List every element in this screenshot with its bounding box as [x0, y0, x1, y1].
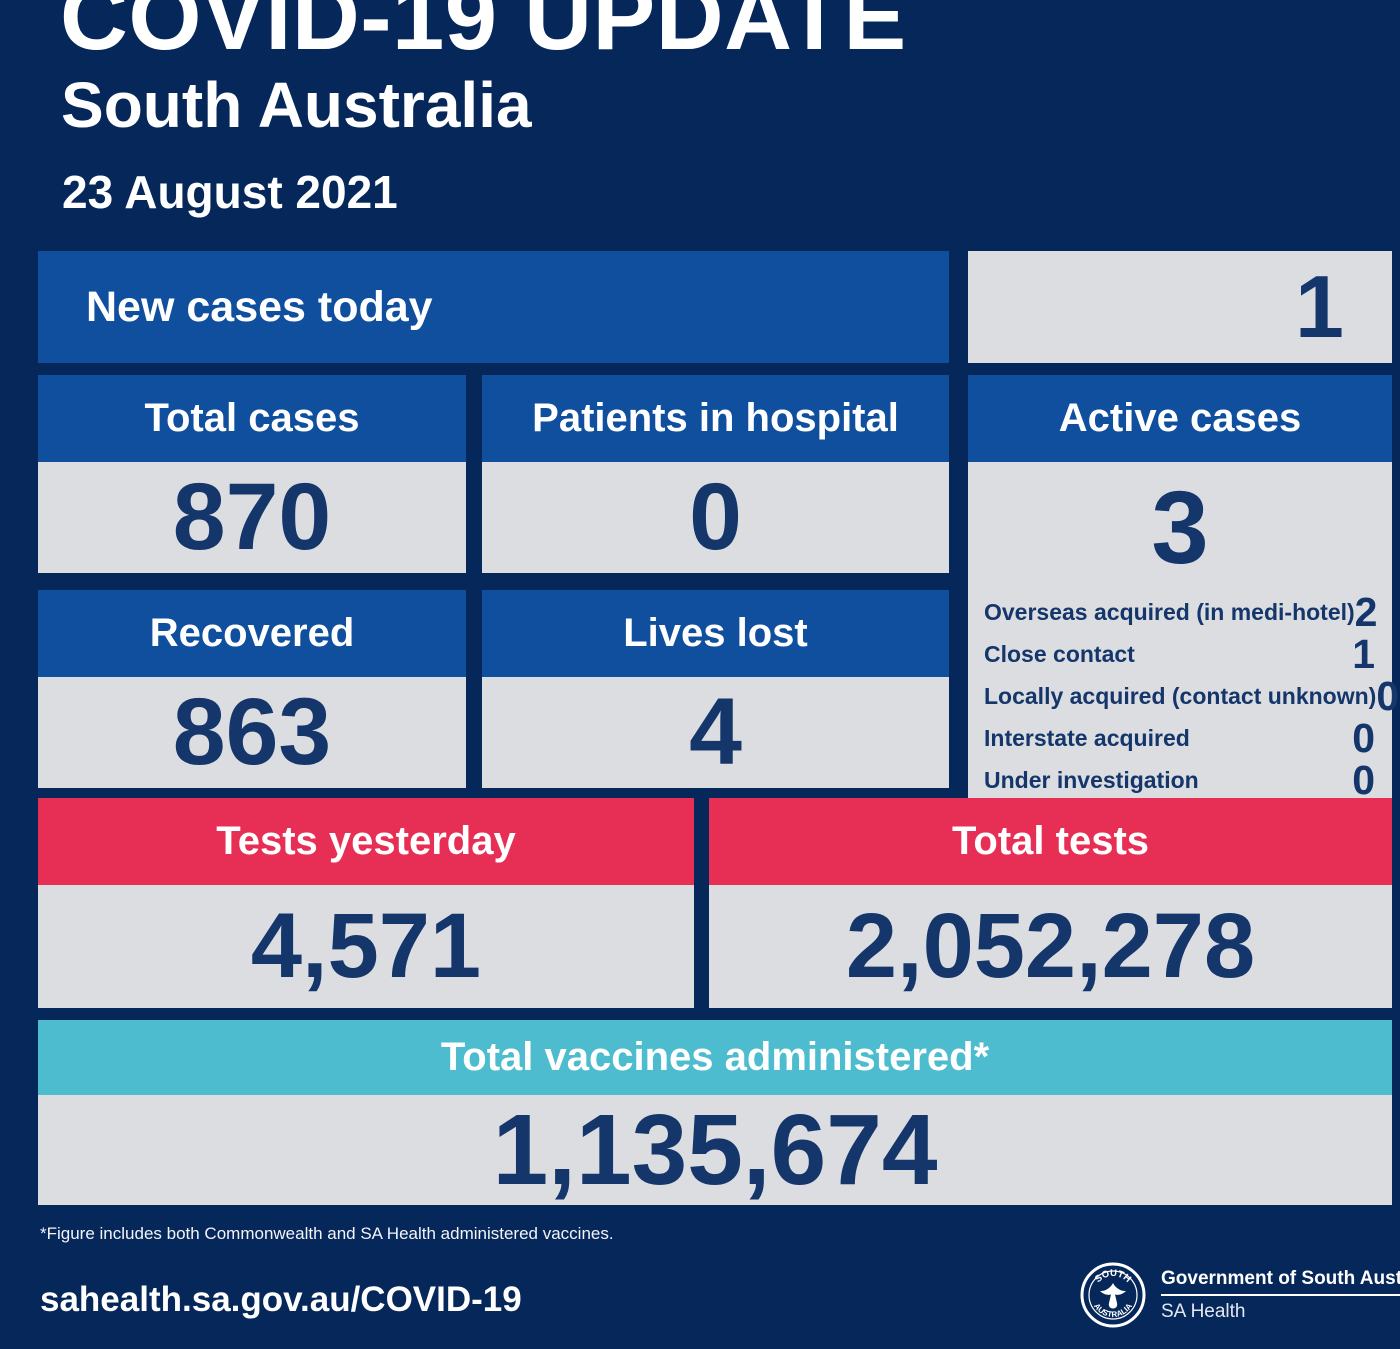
- breakdown-row-locally-acquired: Locally acquired (contact unknown) 0: [968, 673, 1399, 719]
- page-title: COVID-19 UPDATE: [60, 0, 907, 69]
- total-tests-value: 2,052,278: [709, 885, 1392, 1008]
- government-logo: SOUTH AUSTRALIA Government of South Aust…: [1080, 1262, 1400, 1328]
- total-cases-label: Total cases: [38, 375, 466, 462]
- recovered-card: Recovered 863: [38, 590, 466, 788]
- vaccines-card: Total vaccines administered* 1,135,674: [38, 1020, 1392, 1206]
- active-cases-body: 3 Overseas acquired (in medi-hotel) 2 Cl…: [968, 462, 1399, 803]
- breakdown-row-interstate: Interstate acquired 0: [968, 714, 1392, 761]
- breakdown-row-overseas: Overseas acquired (in medi-hotel) 2: [968, 588, 1392, 635]
- divider: [1161, 1293, 1400, 1296]
- vaccines-label: Total vaccines administered*: [38, 1020, 1392, 1095]
- total-cases-value: 870: [38, 462, 466, 573]
- patients-in-hospital-value: 0: [482, 462, 949, 573]
- tests-yesterday-value: 4,571: [38, 885, 694, 1008]
- lives-lost-value: 4: [482, 677, 949, 788]
- tests-row: Tests yesterday 4,571 Total tests 2,052,…: [38, 798, 1392, 1008]
- recovered-value: 863: [38, 677, 466, 788]
- breakdown-row-close-contact: Close contact 1: [968, 630, 1392, 677]
- report-date: 23 August 2021: [62, 166, 398, 218]
- active-cases-value: 3: [1151, 470, 1209, 585]
- breakdown-label: Interstate acquired: [984, 724, 1190, 751]
- active-cases-label: Active cases: [968, 375, 1392, 462]
- tests-yesterday-card: Tests yesterday 4,571: [38, 798, 694, 1008]
- new-cases-value: 1: [968, 251, 1392, 363]
- breakdown-label: Overseas acquired (in medi-hotel): [984, 598, 1355, 625]
- lives-lost-card: Lives lost 4: [482, 590, 949, 788]
- lives-lost-label: Lives lost: [482, 590, 949, 677]
- active-cases-breakdown: Overseas acquired (in medi-hotel) 2 Clos…: [968, 588, 1399, 803]
- total-tests-label: Total tests: [709, 798, 1392, 885]
- government-text-block: Government of South Australia SA Health: [1161, 1268, 1400, 1323]
- tests-yesterday-label: Tests yesterday: [38, 798, 694, 885]
- piping-shrike-icon: [1100, 1283, 1126, 1309]
- breakdown-label: Close contact: [984, 640, 1135, 667]
- stat-cards: Total cases 870 Patients in hospital 0 R…: [38, 375, 949, 788]
- patients-in-hospital-label: Patients in hospital: [482, 375, 949, 462]
- seal-text-top: SOUTH: [1093, 1268, 1133, 1285]
- page-subtitle: South Australia: [61, 69, 532, 141]
- total-cases-card: Total cases 870: [38, 375, 466, 573]
- vaccines-value: 1,135,674: [38, 1094, 1392, 1206]
- breakdown-value: 0: [1376, 672, 1400, 719]
- recovered-label: Recovered: [38, 590, 466, 677]
- patients-in-hospital-card: Patients in hospital 0: [482, 375, 949, 573]
- south-australia-seal-icon: SOUTH AUSTRALIA: [1080, 1262, 1146, 1328]
- new-cases-row: New cases today 1: [38, 251, 1392, 363]
- breakdown-value: 0: [1352, 756, 1375, 803]
- breakdown-label: Locally acquired (contact unknown): [984, 682, 1377, 709]
- vaccines-footnote: *Figure includes both Commonwealth and S…: [40, 1224, 614, 1243]
- active-cases-card: Active cases 3 Overseas acquired (in med…: [968, 375, 1399, 803]
- breakdown-row-under-investigation: Under investigation 0: [968, 756, 1392, 803]
- sahealth-url: sahealth.sa.gov.au/COVID-19: [40, 1280, 522, 1319]
- svg-text:AUSTRALIA: AUSTRALIA: [1092, 1302, 1134, 1320]
- new-cases-label: New cases today: [38, 251, 949, 363]
- government-name: Government of South Australia: [1161, 1267, 1400, 1289]
- total-tests-card: Total tests 2,052,278: [709, 798, 1392, 1008]
- svg-text:SOUTH: SOUTH: [1093, 1268, 1133, 1285]
- agency-name: SA Health: [1161, 1300, 1246, 1322]
- breakdown-value: 2: [1354, 588, 1378, 635]
- seal-text-bottom: AUSTRALIA: [1092, 1302, 1134, 1320]
- breakdown-value: 1: [1352, 630, 1375, 677]
- breakdown-label: Under investigation: [984, 766, 1199, 793]
- breakdown-value: 0: [1352, 714, 1375, 761]
